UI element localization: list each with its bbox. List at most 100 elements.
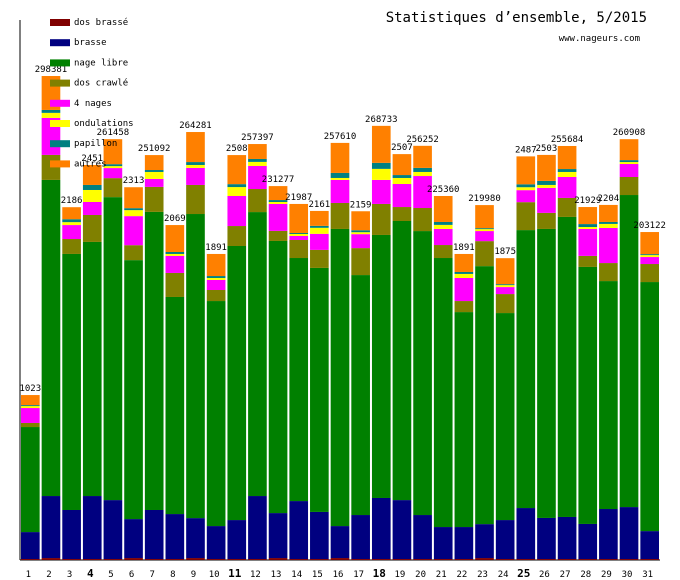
x-tick-label: 29: [601, 570, 612, 580]
bar-segment: [516, 230, 536, 509]
total-label: 1891: [453, 243, 475, 253]
bar-segment: [413, 231, 432, 516]
x-tick-label: 27: [560, 570, 571, 580]
bar-segment: [392, 154, 412, 176]
bar-segment: [268, 513, 288, 559]
bar-segment: [557, 145, 577, 170]
bar-segment: [578, 559, 598, 560]
bar-segment: [268, 240, 288, 514]
bar-segment: [516, 187, 536, 191]
bar-segment: [41, 179, 61, 497]
bar-segment: [144, 509, 164, 560]
x-tick-label: 1: [26, 570, 31, 580]
x-tick-label: 25: [517, 567, 530, 580]
total-label: 251092: [138, 144, 171, 154]
bar-segment: [578, 207, 598, 225]
bar-segment: [351, 248, 370, 276]
bar-segment: [537, 180, 556, 185]
bar-segment: [619, 507, 639, 560]
x-tick-label: 7: [149, 570, 154, 580]
bar-segment: [103, 559, 123, 560]
bar-segment: [392, 177, 412, 184]
bar-segment: [557, 171, 577, 177]
bar-segment: [289, 501, 309, 560]
bar-segment: [516, 559, 536, 560]
bar-segment: [351, 559, 370, 560]
total-label: 231277: [262, 175, 295, 185]
bar-segment: [433, 195, 453, 222]
bar-segment: [206, 277, 226, 280]
bar-segment: [330, 228, 350, 527]
bar-segment: [124, 558, 143, 560]
bar-segment: [206, 276, 226, 278]
bar-segment: [413, 145, 432, 168]
bar-segment: [144, 186, 164, 212]
legend-label: 4 nages: [74, 99, 112, 109]
x-tick-label: 6: [129, 570, 134, 580]
bar-segment: [144, 178, 164, 187]
bar-segment: [433, 228, 453, 246]
bar-segment: [165, 255, 185, 273]
bar-segment: [227, 226, 247, 247]
bar-segment: [103, 197, 123, 501]
bar-segment: [206, 301, 226, 527]
bar-segment: [82, 241, 102, 497]
bar-segment: [330, 558, 350, 560]
x-tick-label: 13: [271, 570, 282, 580]
bar-segment: [21, 405, 40, 407]
x-tick-label: 18: [373, 567, 386, 580]
bar-segment: [41, 154, 61, 180]
bar-segment: [289, 203, 309, 234]
bar-segment: [557, 559, 577, 560]
bar-segment: [330, 172, 350, 178]
bar-segment: [21, 408, 40, 423]
bar-segment: [433, 245, 453, 259]
total-label: 2503: [536, 144, 558, 154]
bar-segment: [310, 210, 329, 226]
bar-segment: [186, 167, 205, 185]
total-label: 264281: [179, 121, 212, 131]
bar-segment: [248, 158, 267, 162]
total-label: 1875: [494, 247, 516, 257]
bar-segment: [578, 255, 598, 267]
bar-segment: [82, 184, 102, 190]
bar-segment: [557, 516, 577, 560]
bar-segment: [599, 281, 618, 510]
legend-label: papillon: [74, 139, 117, 149]
bar-segment: [599, 221, 618, 224]
bar-segment: [124, 208, 143, 211]
bar-segment: [186, 164, 205, 168]
bar-segment: [537, 228, 556, 518]
total-label: 298381: [35, 65, 68, 75]
bar-segment: [619, 176, 639, 196]
bar-segment: [516, 190, 536, 203]
bar-segment: [103, 168, 123, 179]
bar-segment: [619, 164, 639, 177]
bar-segment: [62, 219, 81, 223]
bar-segment: [41, 112, 61, 118]
bar-segment: [310, 225, 329, 228]
total-label: 203122: [633, 221, 666, 231]
bar-segment: [619, 559, 639, 560]
bar-segment: [330, 202, 350, 229]
bar-segment: [413, 167, 432, 172]
bar-segment: [351, 275, 370, 516]
bar-segment: [433, 527, 453, 560]
bar-segment: [454, 271, 474, 274]
x-tick-label: 12: [250, 570, 261, 580]
bar-segment: [413, 176, 432, 209]
bar-segment: [413, 559, 432, 560]
bar-segment: [289, 233, 309, 236]
bar-segment: [310, 267, 329, 512]
bar-segment: [433, 221, 453, 225]
bar-segment: [640, 559, 659, 560]
bar-segment: [371, 162, 391, 169]
legend-label: nage libre: [74, 58, 128, 68]
bar-segment: [248, 212, 267, 497]
bar-segment: [371, 234, 391, 498]
x-tick-label: 3: [67, 570, 72, 580]
bar-segment: [495, 520, 515, 560]
bar-segment: [454, 312, 474, 528]
bar-segment: [330, 177, 350, 180]
total-label: 225360: [427, 185, 460, 195]
